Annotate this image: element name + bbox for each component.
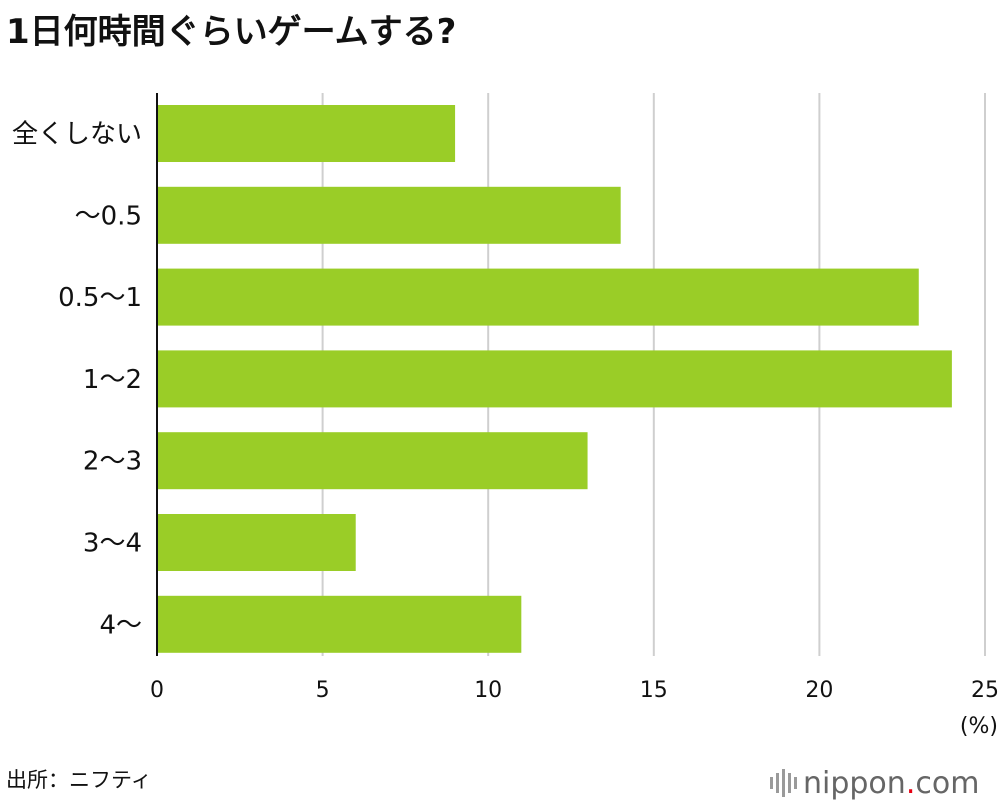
source-note: 出所：ニフティ xyxy=(6,768,152,792)
category-label: 4〜 xyxy=(99,610,142,640)
category-label: 全くしない xyxy=(12,120,142,150)
bar xyxy=(157,595,522,653)
x-tick-label: 0 xyxy=(150,678,164,703)
category-label: 3〜4 xyxy=(83,529,142,559)
logo-bars-icon xyxy=(770,768,797,798)
category-label: 2〜3 xyxy=(83,447,142,477)
x-unit-label: (%) xyxy=(960,714,998,739)
category-label: 1〜2 xyxy=(83,365,142,395)
bar xyxy=(157,186,621,244)
x-tick-label: 25 xyxy=(971,678,999,703)
x-tick-label: 20 xyxy=(805,678,833,703)
x-tick-label: 10 xyxy=(474,678,502,703)
bar xyxy=(157,514,356,571)
x-tick-label: 5 xyxy=(316,678,330,703)
x-tick-label: 15 xyxy=(640,678,668,703)
bar xyxy=(157,105,456,162)
bar xyxy=(157,432,588,490)
nippon-logo: nippon.com xyxy=(770,763,979,803)
category-label: 0.5〜1 xyxy=(58,283,142,313)
logo-text: nippon.com xyxy=(803,765,980,801)
bar xyxy=(157,350,952,408)
category-label: 〜0.5 xyxy=(75,201,142,231)
bar xyxy=(157,268,919,326)
chart-title: 1日何時間ぐらいゲームする? xyxy=(6,12,457,52)
